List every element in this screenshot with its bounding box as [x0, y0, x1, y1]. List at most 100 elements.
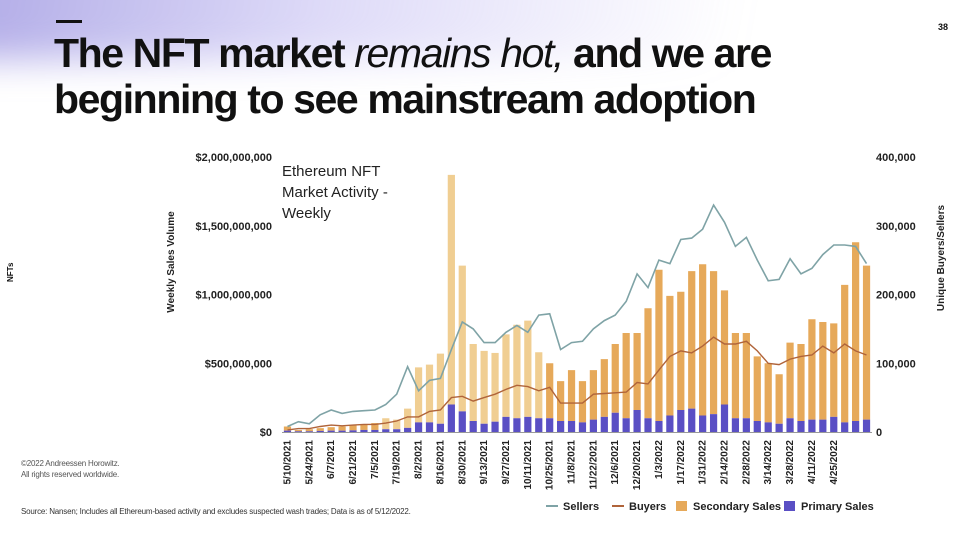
x-tick-label: 1/3/2022 — [654, 440, 665, 479]
secondary-sales-bar — [764, 363, 772, 423]
y-right-axis-label: Unique Buyers/Sellers — [936, 204, 947, 311]
primary-sales-bar — [349, 430, 357, 432]
secondary-sales-bar — [567, 370, 576, 421]
x-tick-label: 5/24/2021 — [304, 440, 315, 485]
x-tick-label: 4/25/2022 — [829, 440, 840, 485]
secondary-sales-bar — [294, 429, 302, 432]
secondary-sales-bar — [830, 323, 838, 417]
secondary-sales-bar — [775, 374, 783, 424]
x-tick-label: 9/27/2021 — [501, 440, 512, 485]
copyright-line-1: ©2022 Andreessen Horowitz. — [21, 459, 120, 468]
primary-sales-bar — [436, 423, 445, 432]
copyright: ©2022 Andreessen Horowitz. All rights re… — [21, 458, 120, 480]
secondary-sales-bar — [414, 367, 423, 423]
secondary-sales-bar — [546, 363, 554, 419]
primary-sales-bar — [535, 418, 543, 432]
legend-swatch-box — [784, 501, 795, 511]
x-tick-label: 1/17/2022 — [676, 440, 687, 485]
x-tick-label: 3/28/2022 — [785, 440, 796, 485]
secondary-sales-bar — [513, 324, 521, 419]
secondary-sales-bar — [371, 423, 379, 430]
primary-sales-bar — [852, 421, 860, 432]
primary-sales-bar — [447, 404, 455, 432]
primary-sales-bar — [699, 415, 707, 432]
y-left-axis-label: Weekly Sales Volume — [166, 211, 177, 313]
secondary-sales-bar — [283, 426, 292, 431]
primary-sales-bar — [677, 410, 685, 432]
x-tick-label: 4/11/2022 — [807, 440, 818, 484]
secondary-sales-bar — [458, 265, 466, 412]
secondary-sales-bar — [447, 174, 455, 405]
secondary-sales-bar — [731, 333, 740, 419]
secondary-sales-bar — [404, 408, 412, 428]
x-tick-label: 2/14/2022 — [720, 440, 731, 485]
primary-sales-bar — [338, 430, 346, 432]
secondary-sales-bar — [491, 352, 499, 422]
primary-sales-bar — [622, 418, 630, 432]
x-tick-label: 10/25/2021 — [545, 440, 556, 490]
legend-label: Buyers — [629, 501, 666, 513]
primary-sales-bar — [644, 418, 652, 432]
secondary-sales-bar — [305, 429, 313, 432]
secondary-sales-bar — [786, 342, 794, 419]
primary-sales-bar — [382, 429, 390, 432]
secondary-sales-bar — [393, 419, 401, 430]
page-number: 38 — [937, 22, 948, 32]
chart-title: Ethereum NFT Market Activity - Weekly — [282, 163, 388, 222]
secondary-sales-bar — [720, 290, 729, 405]
primary-sales-bar — [862, 419, 871, 432]
secondary-sales-bar — [688, 271, 696, 409]
secondary-sales-bar — [808, 319, 816, 420]
secondary-sales-bar — [316, 428, 324, 431]
title-italic-part: remains hot, — [354, 30, 564, 76]
primary-sales-bar — [578, 422, 587, 432]
primary-sales-bar — [731, 418, 740, 432]
primary-sales-bar — [808, 419, 816, 432]
primary-sales-bar — [491, 421, 499, 432]
secondary-sales-bar — [819, 322, 827, 420]
primary-sales-bar — [742, 418, 750, 432]
x-tick-label: 11/22/2021 — [588, 440, 599, 490]
secondary-sales-bar — [611, 344, 619, 413]
x-tick-label: 1/31/2022 — [698, 440, 709, 485]
title-bold-part-2: and we are beginning to see mainstream a… — [54, 30, 772, 122]
header-glow — [0, 0, 968, 60]
x-tick-label: 6/7/2021 — [326, 440, 337, 479]
source-note: Source: Nansen; Includes all Ethereum-ba… — [21, 507, 411, 516]
x-tick-label: 8/30/2021 — [457, 440, 468, 485]
secondary-sales-bar — [797, 344, 805, 421]
primary-sales-bar — [425, 422, 434, 432]
x-tick-label: 11/8/2021 — [567, 440, 578, 484]
primary-sales-bar — [327, 430, 335, 432]
primary-sales-bar — [775, 423, 783, 432]
secondary-sales-bar — [469, 344, 477, 421]
primary-sales-bar — [720, 404, 729, 432]
primary-sales-bar — [830, 416, 838, 432]
primary-sales-bar — [764, 422, 772, 432]
primary-sales-bar — [819, 419, 827, 432]
y-right-tick-label: 0 — [876, 427, 882, 439]
primary-sales-bar — [841, 422, 849, 432]
x-tick-label: 9/13/2021 — [479, 440, 490, 485]
buyers-line — [287, 336, 867, 431]
primary-sales-bar — [600, 416, 608, 432]
primary-sales-bar — [709, 414, 718, 432]
y-left-tick-label: $500,000,000 — [205, 358, 272, 370]
primary-sales-bar — [513, 418, 521, 432]
x-tick-label: 7/19/2021 — [392, 440, 403, 485]
secondary-sales-bar — [502, 334, 510, 417]
secondary-sales-bar — [349, 425, 357, 431]
title-bold-part-1: The NFT market — [54, 30, 355, 76]
primary-sales-bar — [797, 421, 805, 432]
primary-sales-bar — [294, 431, 302, 432]
secondary-sales-bar — [633, 333, 641, 410]
secondary-sales-bar — [425, 364, 434, 423]
page-title: The NFT market remains hot, and we are b… — [54, 30, 914, 122]
primary-sales-bar — [611, 412, 619, 432]
primary-sales-bar — [316, 430, 324, 432]
secondary-sales-bar — [535, 352, 543, 419]
x-tick-label: 3/14/2022 — [763, 440, 774, 485]
sellers-line — [287, 203, 868, 428]
x-tick-label: 8/16/2021 — [435, 440, 446, 485]
secondary-sales-bar — [600, 359, 608, 417]
